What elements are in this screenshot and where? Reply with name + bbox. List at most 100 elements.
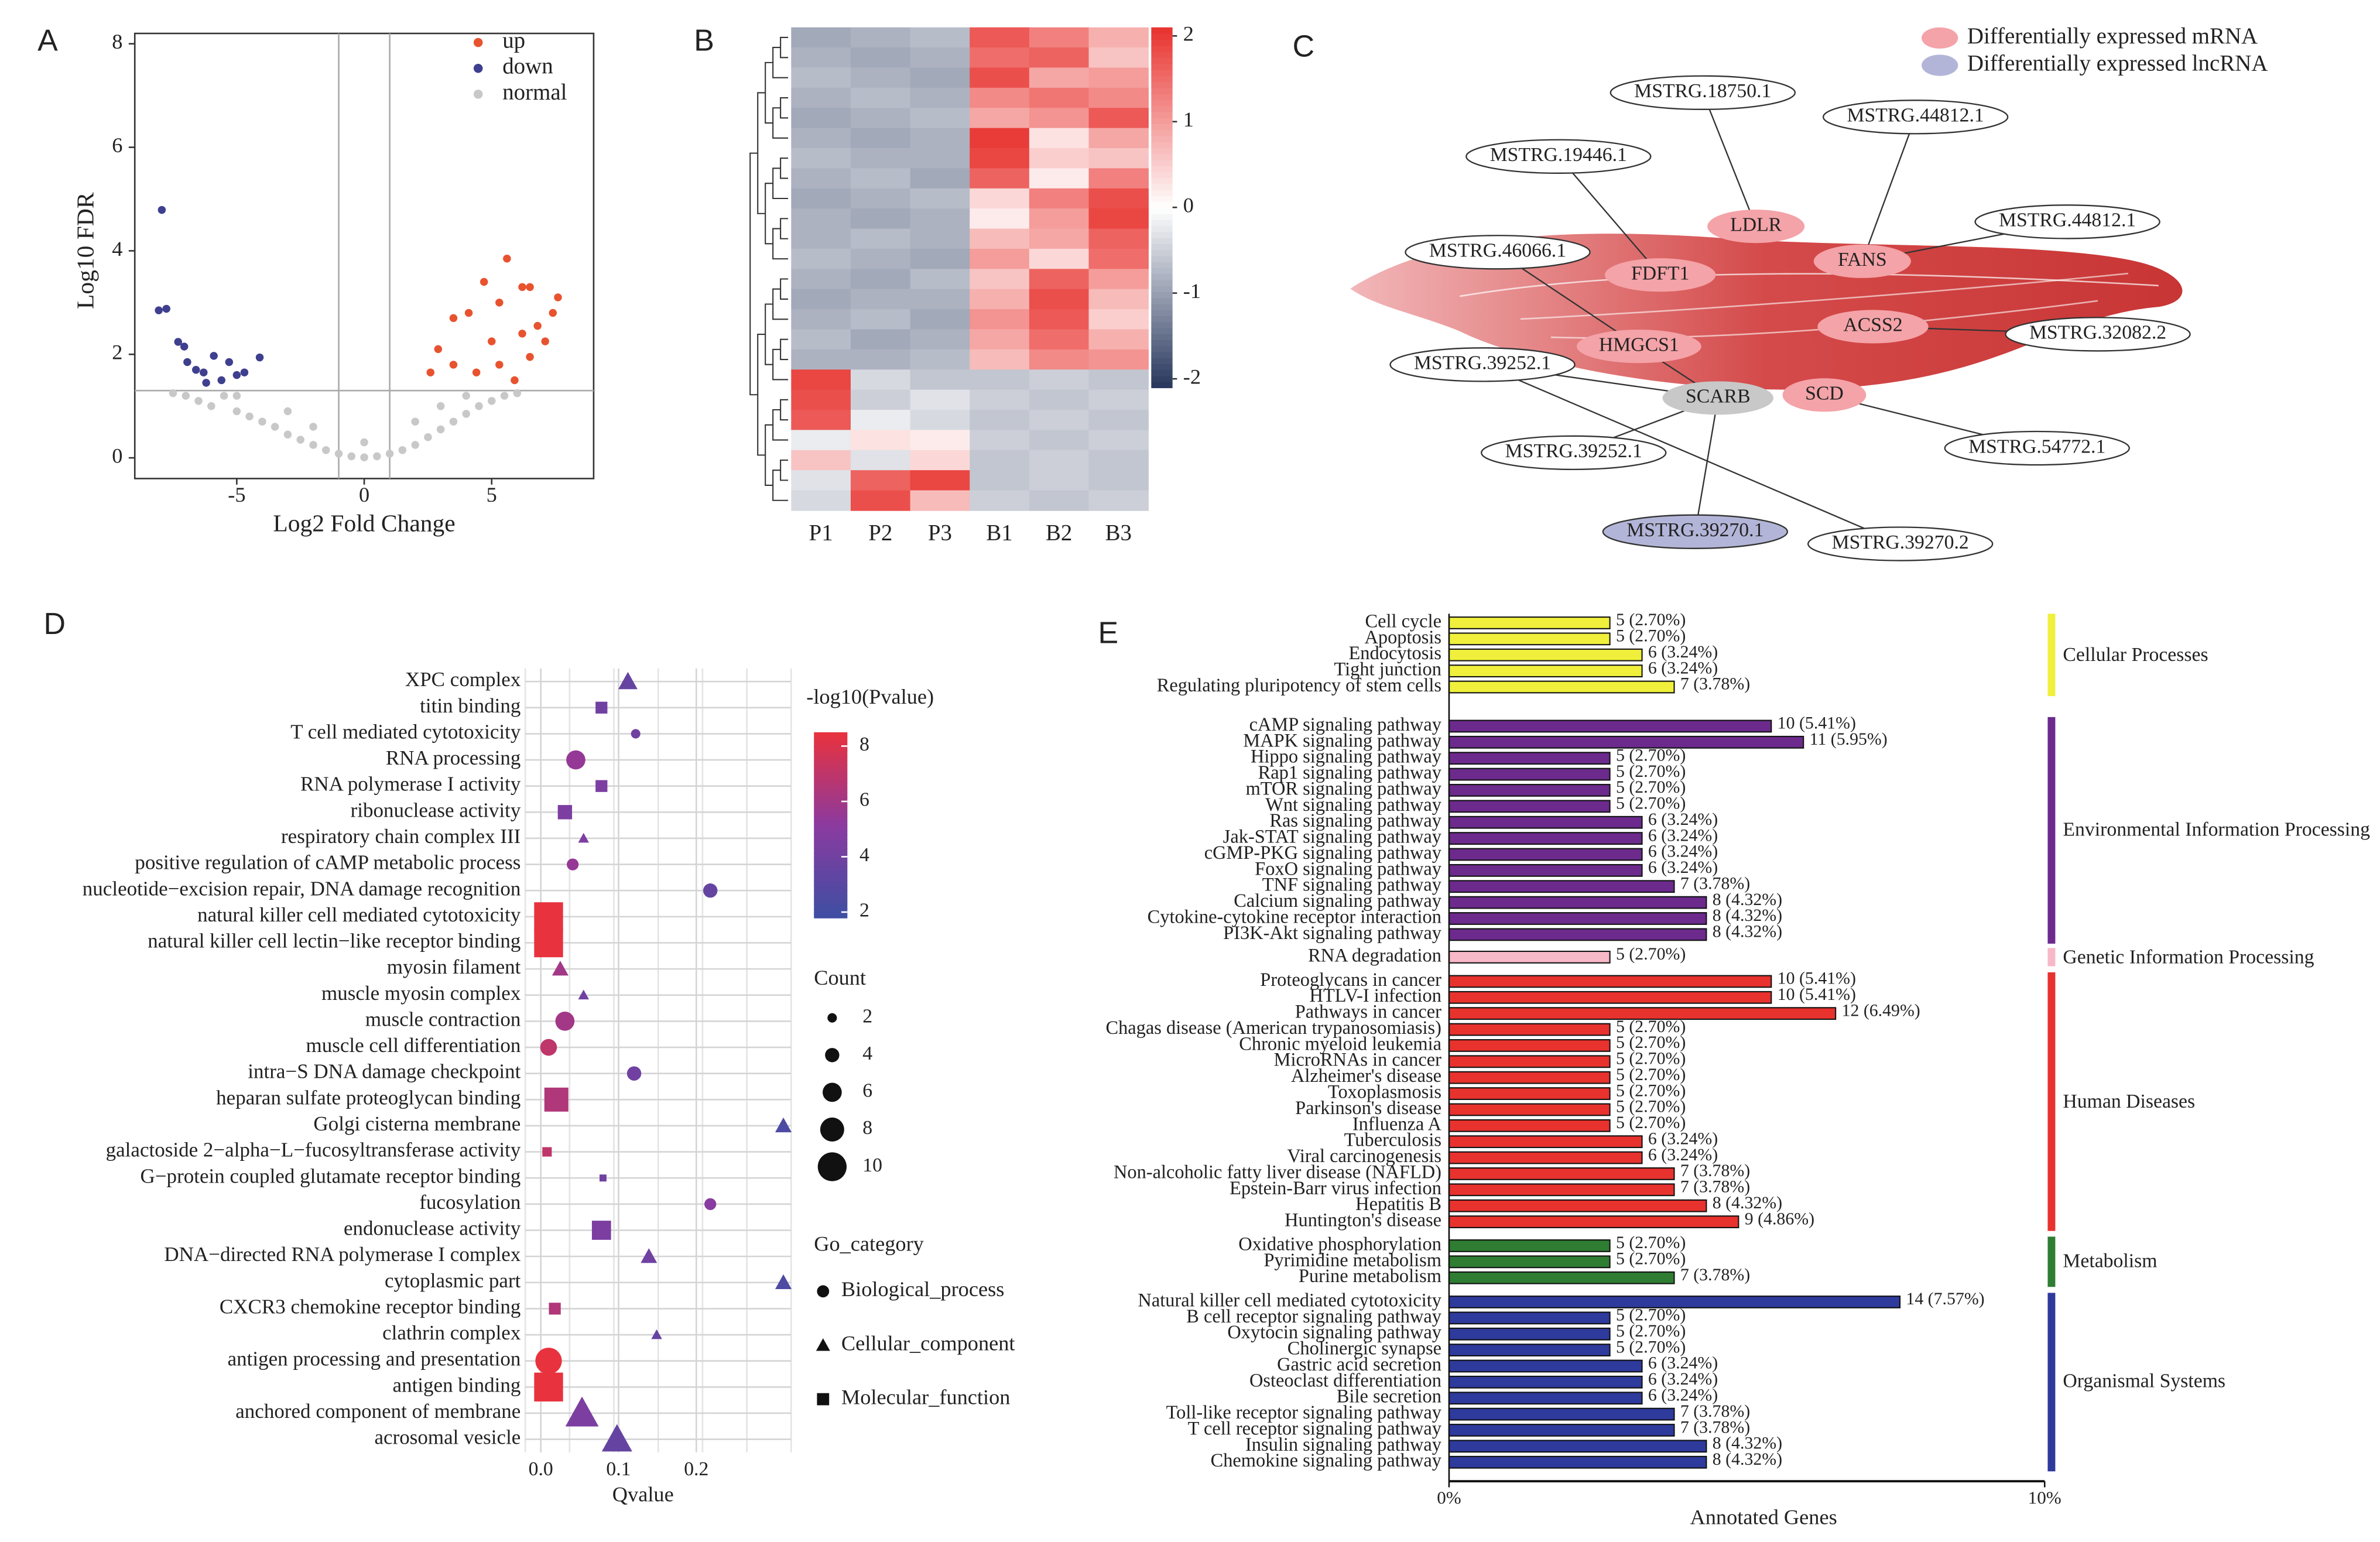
colorbar-segment bbox=[1151, 381, 1173, 389]
heat-cell bbox=[910, 188, 970, 209]
heat-cell bbox=[791, 289, 851, 310]
category-label: Chagas disease (American trypanosomiasis… bbox=[1105, 1017, 1441, 1039]
point bbox=[526, 352, 534, 361]
bubble bbox=[595, 780, 608, 792]
term-label: clathrin complex bbox=[382, 1321, 521, 1344]
point bbox=[411, 441, 419, 449]
edge bbox=[1482, 364, 1901, 545]
heat-cell bbox=[910, 87, 970, 109]
bar bbox=[1448, 767, 1611, 781]
point bbox=[232, 407, 241, 416]
heat-cell bbox=[910, 47, 970, 68]
value-label: 10 (5.41%) bbox=[1778, 969, 1856, 988]
legend-label: normal bbox=[502, 80, 567, 105]
heat-cell bbox=[1088, 208, 1149, 229]
heat-cell bbox=[791, 27, 851, 48]
dendrogram bbox=[780, 399, 789, 421]
colorbar-segment bbox=[1151, 339, 1173, 347]
bubble bbox=[565, 1396, 599, 1427]
category-label: Cell cycle bbox=[1365, 611, 1441, 632]
heat-cell bbox=[1088, 108, 1149, 129]
heat-cell bbox=[910, 108, 970, 129]
bar bbox=[1448, 1271, 1675, 1284]
category-label: Non-alcoholic fatty liver disease (NAFLD… bbox=[1114, 1161, 1441, 1183]
point bbox=[495, 299, 504, 307]
point bbox=[182, 392, 190, 400]
heat-cell bbox=[850, 148, 911, 169]
colorbar-segment bbox=[1151, 351, 1173, 358]
point bbox=[449, 361, 458, 369]
colorbar-segment bbox=[1151, 27, 1173, 35]
x-tick-label: -5 bbox=[228, 483, 245, 506]
shape-legend-marker bbox=[816, 1338, 830, 1351]
value-label: 6 (3.24%) bbox=[1648, 1129, 1718, 1148]
value-label: 8 (4.32%) bbox=[1713, 1434, 1782, 1453]
node-label: MSTRG.44812.1 bbox=[1999, 210, 2136, 231]
heat-cell bbox=[970, 450, 1030, 471]
colorbar-segment bbox=[814, 834, 848, 840]
heat-cell bbox=[850, 430, 911, 451]
colorbar-segment bbox=[1151, 117, 1173, 125]
category-label: B cell receptor signaling pathway bbox=[1186, 1306, 1442, 1327]
point bbox=[169, 389, 177, 398]
node-label: MSTRG.18750.1 bbox=[1634, 80, 1771, 102]
colorbar-segment bbox=[1151, 111, 1173, 118]
category-label: Viral carcinogenesis bbox=[1287, 1146, 1441, 1167]
point bbox=[385, 450, 394, 458]
value-label: 8 (4.32%) bbox=[1713, 1450, 1782, 1469]
colorbar-segment bbox=[1151, 195, 1173, 203]
bar bbox=[1448, 664, 1643, 678]
colorbar-segment bbox=[1151, 345, 1173, 352]
colorbar-segment bbox=[1151, 231, 1173, 238]
category-label: Hippo signaling pathway bbox=[1251, 746, 1442, 767]
bar bbox=[1448, 975, 1772, 988]
dendrogram bbox=[757, 92, 766, 214]
colorbar-segment bbox=[814, 760, 848, 766]
colorbar-segment bbox=[1151, 87, 1173, 94]
colorbar-segment bbox=[814, 880, 848, 886]
heat-cell bbox=[1029, 228, 1090, 249]
point bbox=[232, 392, 241, 400]
heat-cell bbox=[910, 470, 970, 491]
point bbox=[518, 330, 526, 338]
colorbar-segment bbox=[1151, 153, 1173, 160]
heat-cell bbox=[1029, 450, 1090, 471]
colorbar-segment bbox=[1151, 219, 1173, 227]
colorbar-segment bbox=[814, 806, 848, 812]
heat-cell bbox=[970, 67, 1030, 88]
bar bbox=[1448, 1119, 1611, 1132]
heat-cell bbox=[1088, 228, 1149, 249]
point bbox=[217, 376, 226, 385]
colorbar-segment bbox=[814, 811, 848, 817]
point bbox=[398, 446, 407, 454]
colorbar-segment bbox=[814, 843, 848, 849]
point bbox=[495, 361, 504, 369]
size-legend-label: 2 bbox=[862, 1005, 872, 1027]
bar bbox=[1448, 1359, 1643, 1373]
x-tick-label: 0.2 bbox=[684, 1458, 708, 1480]
heat-cell bbox=[850, 349, 911, 371]
heat-cell bbox=[1029, 329, 1090, 350]
bar bbox=[1448, 1103, 1611, 1116]
heat-cell bbox=[970, 188, 1030, 209]
node-label: SCD bbox=[1805, 382, 1844, 404]
colorbar-segment bbox=[1151, 291, 1173, 299]
colorbar-segment bbox=[1151, 177, 1173, 184]
point bbox=[245, 412, 254, 421]
colorbar-segment bbox=[814, 889, 848, 896]
value-label: 6 (3.24%) bbox=[1648, 842, 1718, 861]
y-axis-label: Log10 FDR bbox=[71, 192, 98, 309]
heat-cell bbox=[850, 470, 911, 491]
value-label: 5 (2.70%) bbox=[1616, 1249, 1686, 1269]
dendrogram bbox=[780, 157, 789, 179]
point bbox=[488, 397, 496, 405]
point bbox=[283, 430, 292, 439]
term-label: RNA processing bbox=[386, 746, 521, 769]
point bbox=[554, 293, 562, 301]
bar bbox=[1448, 1255, 1611, 1269]
x-tick-label: 0.0 bbox=[529, 1458, 553, 1480]
bar bbox=[1448, 863, 1643, 877]
heat-cell bbox=[1088, 128, 1149, 149]
term-label: CXCR3 chemokine receptor binding bbox=[220, 1295, 520, 1318]
heat-cell bbox=[850, 47, 911, 68]
